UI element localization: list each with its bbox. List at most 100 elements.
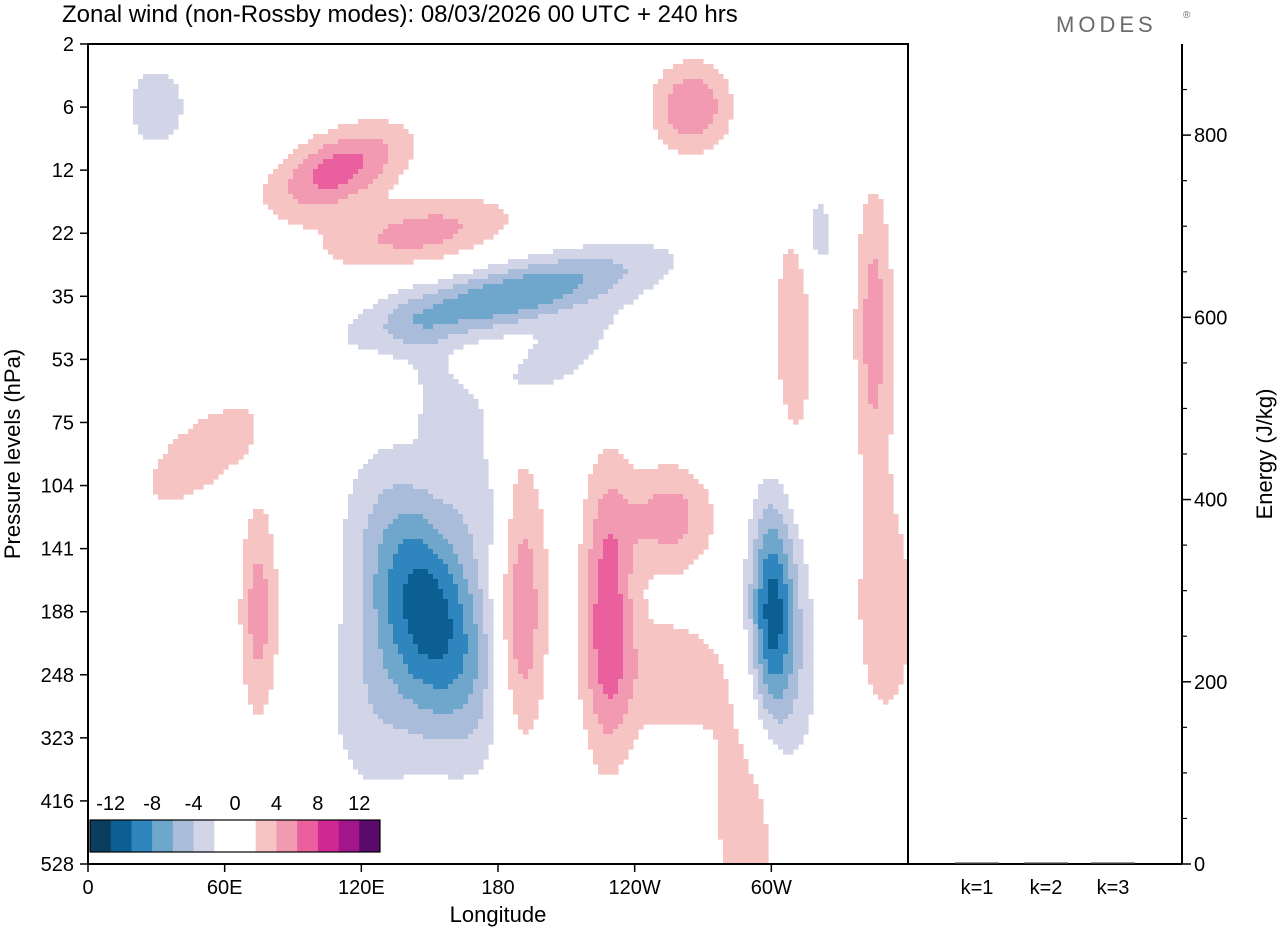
heatmap-cell — [493, 229, 499, 235]
heatmap-cell — [583, 559, 589, 565]
heatmap-cell — [523, 514, 529, 520]
heatmap-cell — [348, 544, 354, 550]
heatmap-cell — [628, 509, 634, 515]
heatmap-cell — [888, 564, 894, 570]
heatmap-cell — [428, 484, 434, 490]
heatmap-cell — [213, 429, 219, 435]
heatmap-cell — [478, 239, 484, 245]
heatmap-cell — [658, 489, 664, 495]
heatmap-cell — [133, 94, 139, 100]
heatmap-cell — [538, 354, 544, 360]
heatmap-cell — [408, 214, 414, 220]
heatmap-cell — [328, 224, 334, 230]
heatmap-cell — [868, 424, 874, 430]
heatmap-cell — [503, 284, 509, 290]
heatmap-cell — [593, 304, 599, 310]
heatmap-cell — [173, 449, 179, 455]
heatmap-cell — [428, 374, 434, 380]
heatmap-cell — [443, 339, 449, 345]
heatmap-cell — [458, 444, 464, 450]
heatmap-cell — [883, 324, 889, 330]
heatmap-cell — [458, 454, 464, 460]
heatmap-cell — [158, 469, 164, 475]
heatmap-cell — [283, 204, 289, 210]
heatmap-cell — [823, 239, 829, 245]
heatmap-cell — [698, 144, 704, 150]
heatmap-cell — [558, 339, 564, 345]
heatmap-cell — [358, 234, 364, 240]
heatmap-cell — [673, 74, 679, 80]
heatmap-cell — [543, 324, 549, 330]
heatmap-cell — [603, 494, 609, 500]
heatmap-cell — [418, 244, 424, 250]
heatmap-cell — [533, 254, 539, 260]
heatmap-cell — [863, 244, 869, 250]
heatmap-cell — [228, 419, 234, 425]
heatmap-cell — [568, 354, 574, 360]
heatmap-cell — [438, 304, 444, 310]
heatmap-cell — [448, 549, 454, 555]
heatmap-cell — [558, 269, 564, 275]
heatmap-cell — [388, 314, 394, 320]
heatmap-cell — [878, 414, 884, 420]
heatmap-cell — [368, 184, 374, 190]
heatmap-cell — [438, 224, 444, 230]
heatmap-cell — [893, 529, 899, 535]
heatmap-cell — [768, 504, 774, 510]
heatmap-cell — [178, 474, 184, 480]
heatmap-cell — [478, 504, 484, 510]
heatmap-cell — [163, 109, 169, 115]
heatmap-cell — [468, 314, 474, 320]
heatmap-cell — [468, 564, 474, 570]
heatmap-cell — [533, 489, 539, 495]
heatmap-cell — [428, 324, 434, 330]
heatmap-cell — [543, 259, 549, 265]
heatmap-cell — [398, 239, 404, 245]
heatmap-cell — [648, 534, 654, 540]
heatmap-cell — [248, 519, 254, 525]
heatmap-cell — [878, 564, 884, 570]
heatmap-cell — [883, 264, 889, 270]
heatmap-cell — [638, 499, 644, 505]
heatmap-cell — [648, 569, 654, 575]
heatmap-cell — [603, 489, 609, 495]
heatmap-cell — [633, 559, 639, 565]
heatmap-cell — [393, 154, 399, 160]
heatmap-cell — [453, 509, 459, 515]
heatmap-cell — [443, 299, 449, 305]
heatmap-cell — [328, 199, 334, 205]
heatmap-cell — [613, 304, 619, 310]
heatmap-cell — [303, 219, 309, 225]
heatmap-cell — [538, 359, 544, 365]
heatmap-cell — [448, 379, 454, 385]
heatmap-cell — [428, 514, 434, 520]
heatmap-cell — [538, 569, 544, 575]
heatmap-cell — [558, 264, 564, 270]
heatmap-cell — [353, 184, 359, 190]
heatmap-cell — [783, 389, 789, 395]
heatmap-cell — [598, 489, 604, 495]
heatmap-cell — [338, 174, 344, 180]
heatmap-cell — [523, 559, 529, 565]
heatmap-cell — [448, 234, 454, 240]
heatmap-cell — [423, 414, 429, 420]
heatmap-cell — [783, 574, 789, 580]
heatmap-cell — [388, 224, 394, 230]
heatmap-cell — [288, 219, 294, 225]
heatmap-cell — [473, 269, 479, 275]
heatmap-cell — [673, 564, 679, 570]
heatmap-cell — [418, 354, 424, 360]
heatmap-cell — [863, 389, 869, 395]
heatmap-cell — [233, 429, 239, 435]
heatmap-cell — [483, 464, 489, 470]
heatmap-cell — [878, 539, 884, 545]
heatmap-cell — [133, 104, 139, 110]
heatmap-cell — [778, 569, 784, 575]
heatmap-cell — [403, 349, 409, 355]
heatmap-cell — [363, 499, 369, 505]
heatmap-cell — [823, 244, 829, 250]
heatmap-cell — [593, 544, 599, 550]
heatmap-cell — [693, 534, 699, 540]
heatmap-cell — [453, 534, 459, 540]
heatmap-cell — [318, 134, 324, 140]
